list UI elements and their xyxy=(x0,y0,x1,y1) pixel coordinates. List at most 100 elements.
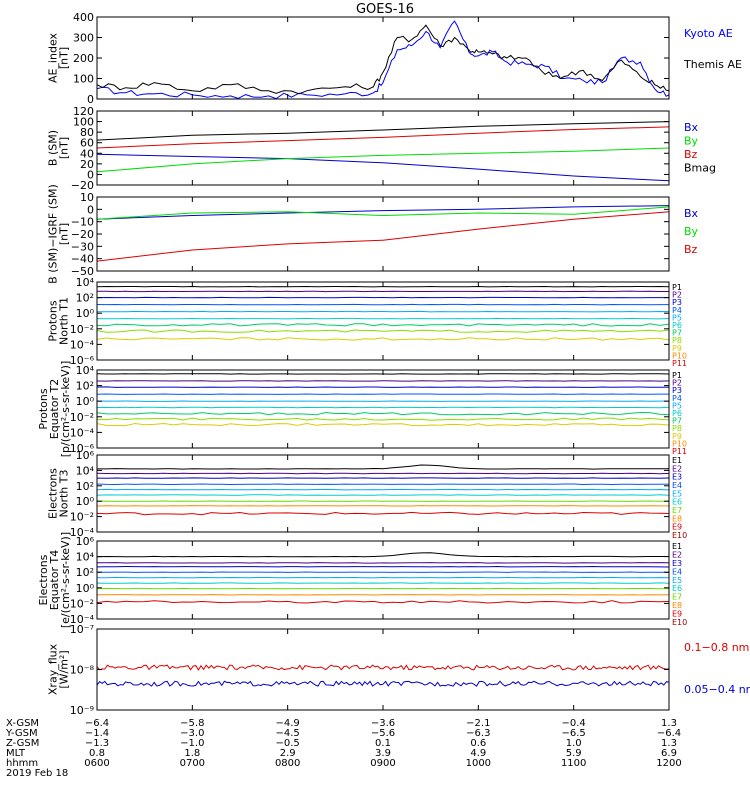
channel-line-e1 xyxy=(97,552,669,558)
y-axis-label: [nT] xyxy=(58,137,71,159)
channel-line-p2 xyxy=(97,290,669,293)
x-row-value: 0.6 xyxy=(470,738,486,749)
series-line-by xyxy=(97,147,669,173)
y-axis-label: B (SM) xyxy=(47,130,60,166)
y-tick-label: 100 xyxy=(73,116,94,129)
x-row-value: 0700 xyxy=(180,758,205,769)
panel-frame xyxy=(96,16,670,100)
y-tick-label: −50 xyxy=(71,265,94,278)
channel-line-p7 xyxy=(97,411,669,416)
legend-entry: 0.1−0.8 nm xyxy=(684,641,749,654)
channel-line-p8 xyxy=(97,329,669,333)
legend-entry: E4 xyxy=(672,481,682,490)
x-row-value: −0.4 xyxy=(562,718,586,729)
panel-lines xyxy=(97,464,669,516)
x-row-value: 5.9 xyxy=(566,748,582,759)
x-row-value: −5.6 xyxy=(371,728,395,739)
legend-entry: E8 xyxy=(672,514,682,523)
y-tick-label: 10⁶ xyxy=(76,535,95,548)
y-tick-label: 10⁴ xyxy=(76,551,95,564)
series-line-by xyxy=(97,206,669,220)
legend-entry: E9 xyxy=(672,523,682,532)
y-axis-label: North T1 xyxy=(58,297,71,345)
legend-entry: E10 xyxy=(672,618,687,627)
series-line-bmag xyxy=(97,121,669,141)
series-line-bx xyxy=(97,153,669,182)
y-tick-label: 10⁻⁸ xyxy=(70,664,95,677)
legend-entry: 0.05−0.4 nm xyxy=(684,683,750,696)
legend-entry: E4 xyxy=(672,567,682,576)
y-tick-label: 10² xyxy=(76,380,94,393)
x-row-value: 1100 xyxy=(561,758,586,769)
legend-entry: E5 xyxy=(672,576,682,585)
x-row-value: 6.9 xyxy=(661,748,677,759)
legend-entry: P8 xyxy=(672,336,682,345)
legend-entry: P3 xyxy=(672,298,682,307)
legend-entry: P9 xyxy=(672,432,682,441)
y-tick-label: 0 xyxy=(87,168,94,181)
x-row-value: 2.9 xyxy=(280,748,296,759)
y-tick-label: 80 xyxy=(80,126,94,139)
panel-lines xyxy=(97,285,669,341)
x-row-value: 1000 xyxy=(466,758,491,769)
legend-entry: E2 xyxy=(672,550,682,559)
y-tick-label: 60 xyxy=(80,137,94,150)
legend-entry: E3 xyxy=(672,473,682,482)
legend-entry: E9 xyxy=(672,610,682,619)
x-row-value: −6.4 xyxy=(657,728,681,739)
y-tick-label: 10 xyxy=(80,191,94,204)
legend-entry: P7 xyxy=(672,329,682,338)
legend-entry: Kyoto AE xyxy=(684,27,733,40)
x-row-value: −5.8 xyxy=(180,718,204,729)
series-line-kyoto-ae xyxy=(97,20,669,99)
y-axis-label: Xray_flux xyxy=(47,643,60,695)
legend-entry: Bmag xyxy=(684,162,716,175)
y-tick-label: 10⁰ xyxy=(76,495,95,508)
legend-entry: P5 xyxy=(672,313,682,322)
channel-line-p9 xyxy=(97,337,669,341)
panel-frame xyxy=(96,281,670,361)
channel-line-p7 xyxy=(97,323,669,327)
legend-entry: P11 xyxy=(672,447,687,456)
channel-line-e5 xyxy=(97,576,669,579)
x-row-value: 0800 xyxy=(275,758,300,769)
legend-entry: P11 xyxy=(672,359,687,368)
y-tick-label: 10² xyxy=(76,480,94,493)
plot-title: GOES-16 xyxy=(356,2,414,17)
legend-entry: P10 xyxy=(672,351,687,360)
x-row-value: −1.4 xyxy=(85,728,109,739)
x-row-value: −4.5 xyxy=(276,728,300,739)
channel-line-e1 xyxy=(97,464,669,470)
y-tick-label: 10² xyxy=(76,566,94,579)
y-tick-label: 10⁻⁷ xyxy=(70,623,94,636)
y-tick-label: 10⁻⁴ xyxy=(70,526,95,539)
legend-entry: P2 xyxy=(672,291,682,300)
legend-entry: P3 xyxy=(672,386,682,395)
legend-entry: P10 xyxy=(672,439,687,448)
y-tick-label: 400 xyxy=(73,11,94,24)
legend-entry: P2 xyxy=(672,379,682,388)
x-row-value: 0.8 xyxy=(89,748,105,759)
x-row-label: X-GSM xyxy=(6,718,39,729)
y-tick-label: 10⁻² xyxy=(70,511,94,524)
channel-line-p6 xyxy=(97,406,669,409)
legend-entry: E2 xyxy=(672,464,682,473)
x-row-value: 0900 xyxy=(370,758,395,769)
y-axis-label: North T3 xyxy=(58,470,71,518)
y-tick-label: 300 xyxy=(73,32,94,45)
y-tick-label: 10⁰ xyxy=(76,307,95,320)
legend-entry: E10 xyxy=(672,531,687,540)
legend-entry: Themis AE xyxy=(683,58,742,71)
x-row-value: −6.3 xyxy=(466,728,490,739)
legend-entry: E1 xyxy=(672,542,682,551)
channel-line-p9 xyxy=(97,422,669,427)
channel-line-0-1-0-8-nm xyxy=(97,664,669,671)
legend-entry: E8 xyxy=(672,601,682,610)
x-row-label: MLT xyxy=(6,748,26,759)
x-row-value: 0600 xyxy=(84,758,109,769)
panel-frame xyxy=(96,454,670,533)
